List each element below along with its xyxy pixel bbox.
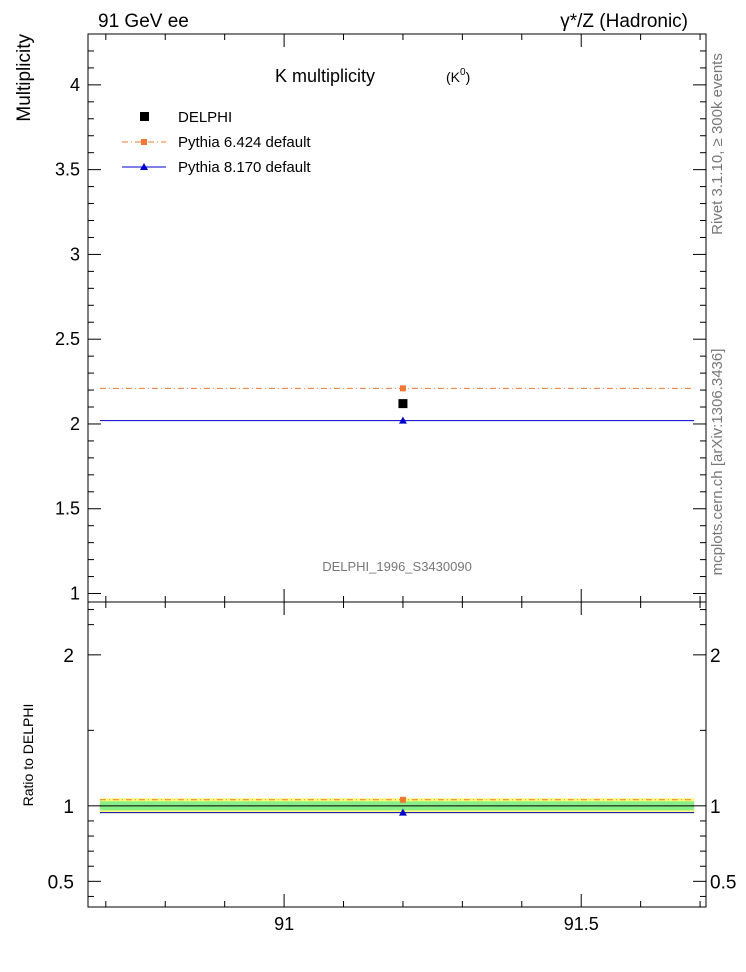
ratio-y-tick-label-left: 1 (63, 797, 74, 818)
main-axis-ticks: 1 1.5 2 2.5 3 3.5 4 (55, 33, 706, 604)
chart-title: K multiplicity (275, 66, 375, 86)
process-label: γ*/Z (Hadronic) (560, 11, 688, 32)
rivet-label: Rivet 3.1.10, ≥ 300k events (709, 53, 726, 235)
ratio-y-tick-label-left: 2 (63, 646, 74, 667)
main-panel: 1 1.5 2 2.5 3 3.5 4 K multiplicity (K0) Multip… (14, 33, 707, 604)
ratio-y-tick-label-left: 0.5 (48, 872, 74, 893)
y-tick-label: 4 (70, 75, 80, 95)
x-tick-label: 91.5 (564, 914, 599, 934)
delphi-point (398, 399, 408, 409)
legend-marker-pythia6 (141, 139, 147, 145)
analysis-id: DELPHI_1996_S3430090 (322, 559, 472, 574)
ratio-data-marks (99, 796, 695, 816)
chart-title-particle: (K0) (446, 67, 470, 85)
x-tick-labels: 91 91.5 (274, 914, 599, 934)
source-label: mcplots.cern.ch [arXiv:1306.3436] (709, 349, 726, 576)
legend: DELPHI Pythia 6.424 default Pythia 8.170… (122, 109, 311, 176)
legend-marker-pythia8 (140, 163, 148, 170)
y-axis-label: Multiplicity (14, 34, 35, 122)
pythia6-point (399, 385, 406, 392)
ratio-y-tick-label-right: 0.5 (710, 872, 736, 893)
legend-label-delphi: DELPHI (178, 109, 232, 126)
pythia8-point (398, 416, 407, 424)
y-tick-label: 3 (70, 244, 80, 264)
ratio-frame (87, 601, 707, 908)
title-particle-sup: 0 (460, 67, 466, 78)
legend-label-pythia8: Pythia 8.170 default (178, 159, 311, 176)
title-particle-base: (K (446, 69, 461, 85)
ratio-y-tick-label-right: 2 (710, 646, 721, 667)
ratio-y-axis-label: Ratio to DELPHI (20, 704, 36, 807)
y-tick-label: 3.5 (55, 160, 80, 180)
y-tick-label: 1.5 (55, 499, 80, 519)
title-particle-close: ) (466, 69, 471, 85)
ratio-band (99, 798, 695, 814)
y-tick-label: 2.5 (55, 329, 80, 349)
legend-label-pythia6: Pythia 6.424 default (178, 134, 311, 151)
ratio-pythia8-point (398, 808, 407, 816)
ratio-panel: 0.5 0.5 1 1 2 2 Ratio to DELPHI (20, 601, 736, 908)
legend-marker-delphi (140, 112, 149, 121)
ratio-pythia6-point (399, 796, 406, 803)
y-tick-label: 2 (70, 414, 80, 434)
y-tick-label: 1 (70, 584, 80, 604)
main-data-marks (99, 385, 695, 424)
x-tick-label: 91 (274, 914, 294, 934)
energy-label: 91 GeV ee (98, 11, 189, 32)
ratio-y-tick-label-right: 1 (710, 797, 721, 818)
ratio-axis-ticks: 0.5 0.5 1 1 2 2 (48, 602, 736, 907)
